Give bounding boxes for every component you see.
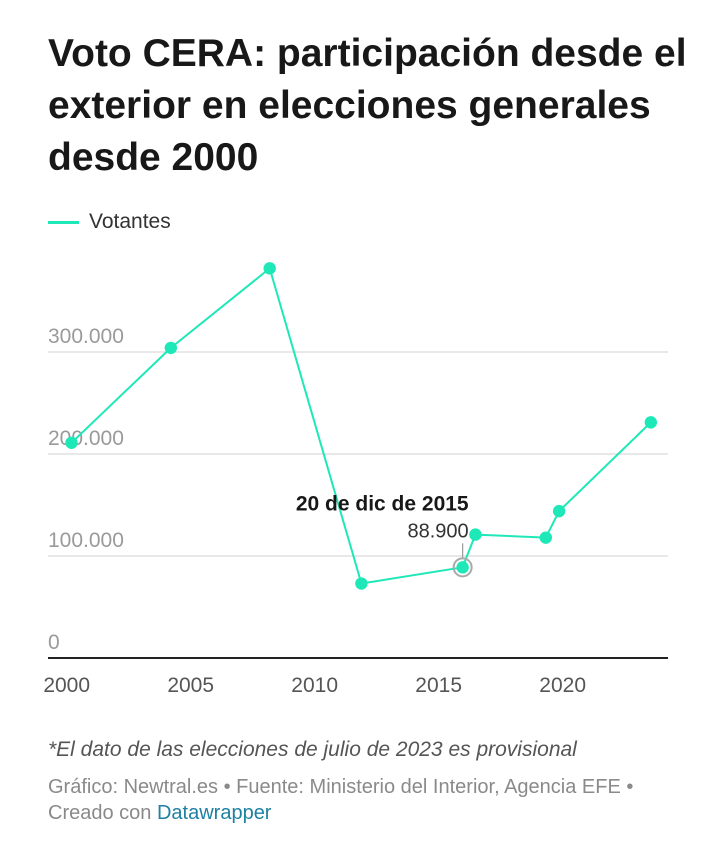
line-chart: 0 100.000 200.000 300.000 2000 2005 2010 2015 20… [43,262,668,697]
data-point [456,561,469,574]
data-point [263,262,276,275]
y-tick-label: 0 [48,631,60,654]
x-tick-label: 2000 [43,674,90,697]
x-tick-label: 2015 [415,674,462,697]
annotation-title: 20 de dic de 2015 [296,492,469,515]
annotation-value: 88.900 [407,520,468,542]
data-point [65,436,78,449]
y-tick-label: 300.000 [48,325,124,348]
y-tick-label: 200.000 [48,427,124,450]
credits-text: Gráfico: Newtral.es • Fuente: Ministerio… [48,776,634,824]
annotation-highlight-ring [452,557,473,578]
chart-legend: Votantes [48,210,171,234]
data-point [164,341,178,355]
datawrapper-link[interactable]: Datawrapper [156,802,272,824]
legend-label: Votantes [89,210,171,233]
footnote: *El dato de las elecciones de julio de 2… [48,738,577,761]
data-point [355,577,368,590]
credits: Gráfico: Newtral.es • Fuente: Ministerio… [48,774,688,826]
data-point [539,531,552,544]
data-point [469,528,482,541]
data-point [644,416,658,429]
chart-title: Voto CERA: participación desde el exteri… [48,32,687,179]
x-tick-label: 2020 [539,674,586,697]
data-point [552,504,566,518]
x-tick-label: 2005 [167,674,214,697]
series-line-votantes [70,267,652,585]
x-tick-label: 2010 [291,674,338,697]
legend-swatch [48,220,79,224]
y-tick-label: 100.000 [48,529,124,552]
